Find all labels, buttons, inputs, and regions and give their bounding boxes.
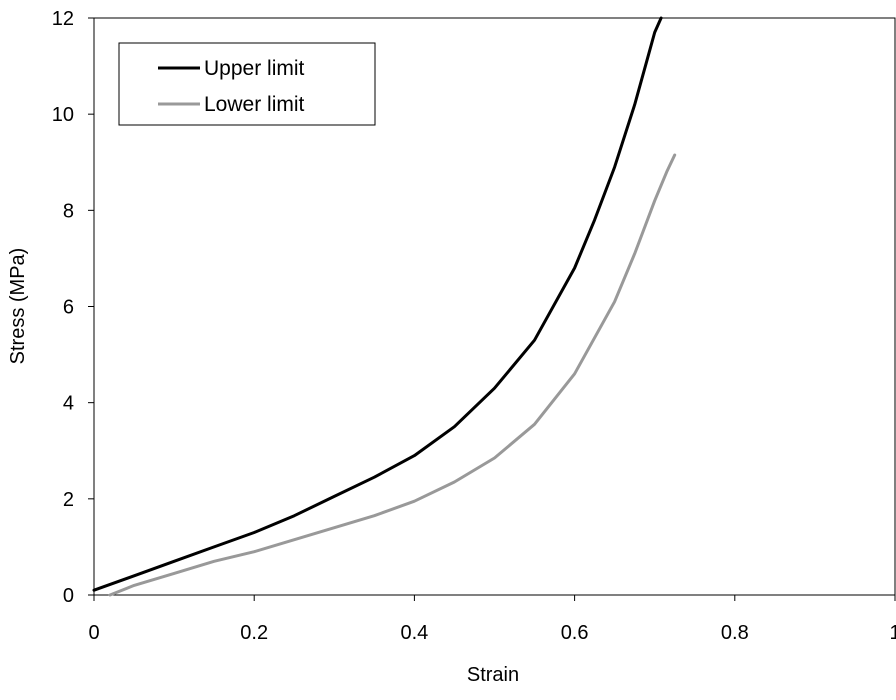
y-tick-label: 6: [63, 297, 74, 319]
x-tick-label: 0.6: [561, 622, 589, 644]
y-tick-label: 12: [52, 8, 74, 30]
legend: Upper limit Lower limit: [118, 42, 376, 126]
series-layer: [92, 16, 677, 597]
x-tick-label: 0.2: [240, 622, 268, 644]
x-axis-title: Strain: [467, 664, 519, 686]
legend-label-lower-limit: Lower limit: [204, 93, 305, 116]
legend-box: [118, 42, 376, 126]
x-tick-label: 1: [889, 622, 896, 644]
y-tick-label: 8: [63, 200, 74, 222]
x-tick-label: 0: [88, 622, 99, 644]
series-line-upper-limit: [92, 16, 663, 592]
y-tick-label: 0: [63, 585, 74, 607]
series-line-lower-limit: [108, 153, 677, 597]
legend-label-upper-limit: Upper limit: [204, 57, 305, 80]
y-tick-label: 2: [63, 489, 74, 511]
y-tick-label: 10: [52, 104, 74, 126]
y-axis-title: Stress (MPa): [7, 248, 29, 365]
x-tick-label: 0.4: [400, 622, 428, 644]
y-tick-label: 4: [63, 393, 74, 415]
x-tick-label: 0.8: [721, 622, 749, 644]
